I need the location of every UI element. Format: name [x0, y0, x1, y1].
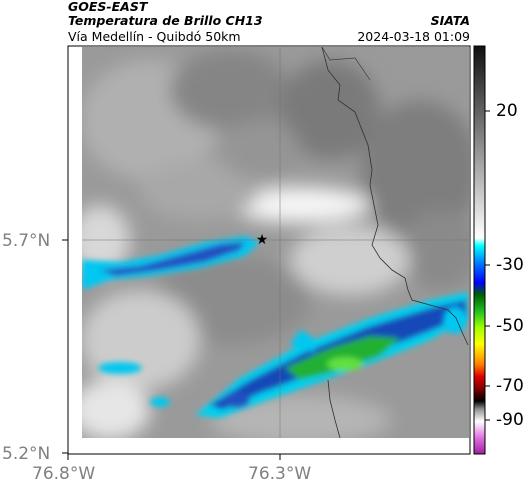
colorbar-label: -30: [496, 255, 524, 275]
lon-tick-label: 76.3°W: [248, 464, 312, 484]
region-subtitle: Vía Medellín - Quibdó 50km: [68, 29, 241, 44]
border-line: [321, 47, 469, 346]
colorbar-label: -90: [496, 410, 524, 430]
brightness-temperature-field: [82, 47, 469, 438]
product-title: Temperatura de Brillo CH13: [68, 13, 263, 28]
star-marker: ★: [256, 232, 269, 248]
satellite-title: GOES-EAST: [68, 0, 148, 14]
cold-cloud-streak: [82, 236, 467, 407]
colorbar-label: -70: [496, 376, 524, 396]
colorbar-label: 20: [496, 101, 518, 121]
lon-tick-label: 76.8°W: [32, 464, 96, 484]
lat-tick-label: 5.7°N: [2, 231, 51, 251]
agency-label: SIATA: [430, 13, 470, 28]
colorbar-label: -50: [496, 316, 524, 336]
colorbar: [473, 45, 486, 455]
lat-tick-label: 5.2°N: [2, 444, 51, 464]
datetime-label: 2024-03-18 01:09: [357, 29, 470, 44]
cold-cloud-band: [195, 292, 468, 418]
